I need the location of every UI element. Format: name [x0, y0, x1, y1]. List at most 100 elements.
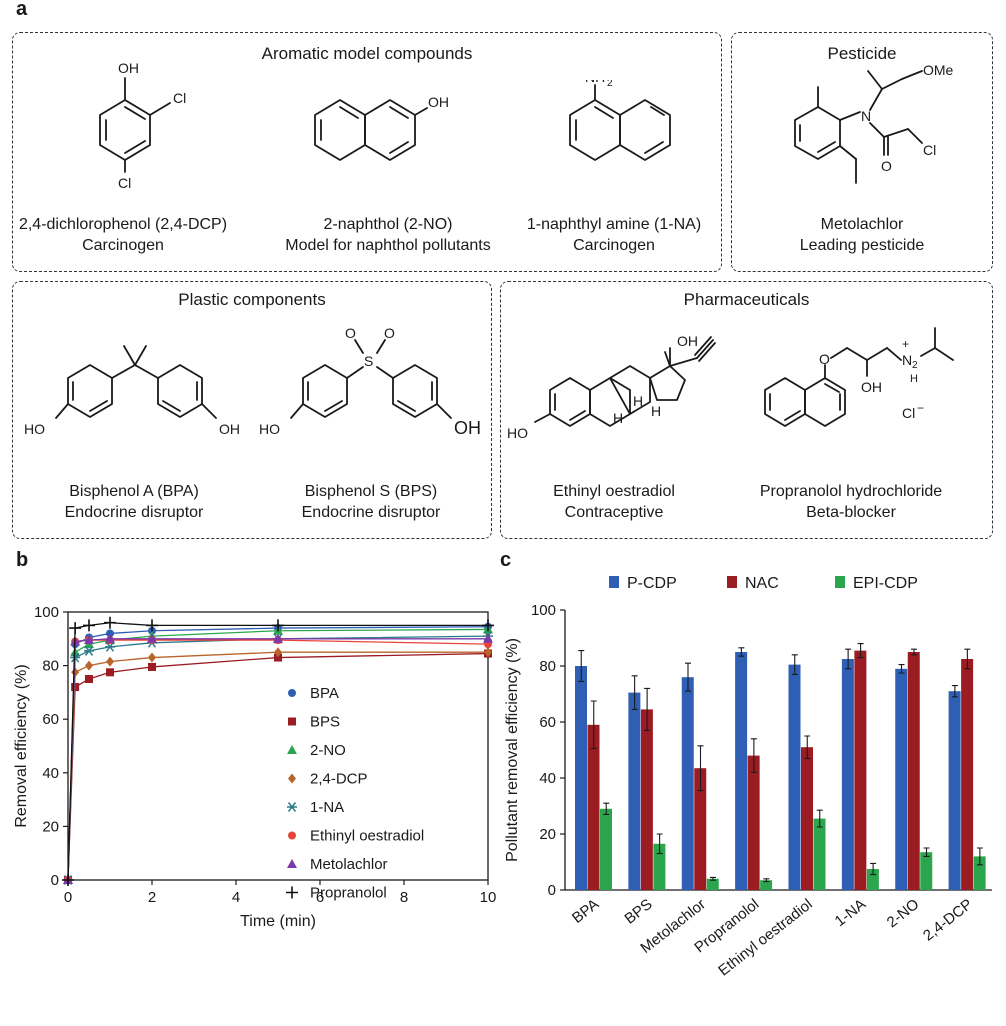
y-tick-label: 20	[42, 818, 59, 835]
compound-caption-dcp: 2,4-dichlorophenol (2,4-DCP) Carcinogen	[19, 214, 227, 256]
svg-text:N: N	[902, 352, 912, 368]
series-line	[67, 635, 489, 881]
error-bar	[923, 847, 930, 857]
dcp-structure: OH Cl Cl	[99, 60, 186, 191]
y-tick-label: 60	[539, 714, 556, 731]
bar	[854, 650, 867, 890]
compound-role: Model for naphthol pollutants	[285, 237, 491, 254]
series-line	[67, 639, 489, 881]
x-axis-label: Time (min)	[240, 913, 316, 930]
error-bar	[857, 643, 864, 659]
error-bar	[976, 847, 983, 866]
y-tick-label: 60	[42, 711, 59, 728]
legend-marker	[287, 859, 297, 868]
x-tick-label: 0	[64, 889, 72, 906]
y-tick-label: 100	[34, 604, 59, 621]
data-point	[274, 653, 282, 662]
series-line	[67, 651, 488, 881]
error-bar	[845, 648, 852, 670]
data-point	[274, 647, 282, 658]
data-point	[104, 616, 116, 629]
legend-label: Metolachlor	[310, 856, 388, 873]
svg-text:OH: OH	[219, 421, 240, 437]
bar	[735, 652, 748, 890]
svg-text:HO: HO	[507, 425, 528, 441]
data-point	[148, 662, 156, 671]
legend-marker	[287, 802, 297, 812]
svg-text:Cl: Cl	[173, 90, 186, 106]
data-point	[62, 874, 74, 886]
error-bar	[911, 648, 917, 656]
pharmaceuticals-title: Pharmaceuticals	[683, 290, 810, 309]
compound-role: Leading pesticide	[799, 237, 925, 254]
legend-item: P-CDP	[609, 575, 677, 592]
legend-swatch	[835, 576, 845, 588]
data-point	[84, 635, 94, 645]
svg-text:OH: OH	[677, 333, 698, 349]
legend-item: 2-NO	[287, 742, 346, 759]
pharmaceuticals-box: Pharmaceuticals	[500, 281, 993, 539]
legend-label: 2-NO	[310, 742, 346, 759]
error-bar	[631, 675, 638, 710]
svg-text:O: O	[819, 351, 830, 367]
legend-item: Metolachlor	[287, 856, 388, 873]
compound-role: Carcinogen	[82, 237, 164, 254]
y-tick-label: 40	[539, 770, 556, 787]
bar	[961, 659, 974, 890]
metolachlor-structure: N O OMe Cl	[794, 62, 954, 184]
compound-caption-bps: Bisphenol S (BPS) Endocrine disruptor	[302, 481, 441, 523]
bar	[813, 818, 826, 890]
svg-text:O: O	[881, 158, 892, 174]
plastic-components-box: Plastic components	[12, 281, 492, 539]
svg-text:Cl: Cl	[923, 142, 936, 158]
series-propranolol	[62, 616, 494, 886]
y-tick-label: 80	[42, 658, 59, 675]
svg-text:HO: HO	[24, 421, 45, 437]
y-axis-label: Removal efficiency (%)	[13, 664, 30, 827]
plastic-components-title: Plastic components	[178, 290, 326, 309]
error-bar	[816, 809, 823, 828]
legend-label: Ethinyl oestradiol	[310, 828, 424, 845]
series-line	[67, 638, 488, 881]
bar	[653, 843, 666, 890]
bar	[747, 755, 760, 890]
legend-item: BPS	[288, 714, 340, 731]
error-bar	[603, 802, 610, 815]
error-bar	[750, 738, 757, 773]
category-label: BPA	[569, 896, 602, 927]
svg-text:S: S	[364, 353, 373, 369]
bar	[694, 768, 707, 890]
bar	[920, 852, 933, 890]
series-metolachlor	[63, 633, 493, 884]
bar	[628, 692, 641, 890]
compound-role: Endocrine disruptor	[301, 504, 441, 521]
compound-name: 1-naphthyl amine (1-NA)	[526, 216, 702, 233]
svg-text:N: N	[861, 108, 871, 124]
svg-text:H: H	[910, 373, 918, 385]
legend-label: 1-NA	[310, 799, 344, 816]
category-label: Ethinyl oestradiol	[715, 896, 815, 980]
data-point	[273, 633, 283, 643]
bar	[948, 691, 961, 890]
legend-label: BPA	[310, 685, 339, 702]
compound-caption-propranolol: Propranolol hydrochloride Beta-blocker	[760, 481, 942, 523]
legend-label: NAC	[745, 575, 779, 592]
x-tick-label: 6	[316, 889, 324, 906]
compound-caption-metolachlor: Metolachlor Leading pesticide	[800, 214, 925, 256]
error-bar	[791, 654, 798, 675]
bar	[801, 747, 813, 890]
svg-text:Cl: Cl	[902, 405, 915, 421]
data-point	[105, 641, 115, 652]
error-bar	[685, 662, 691, 692]
pollutant-removal-bar-chart: 0 20 40 60 80 100 Pollutant removal efficiency…	[504, 575, 992, 980]
svg-text:2: 2	[912, 360, 918, 371]
error-bar	[870, 862, 877, 876]
data-point	[84, 645, 94, 656]
category-label: 2,4-DCP	[920, 896, 976, 945]
legend-marker	[288, 773, 296, 784]
legend-label: Propranolol	[310, 885, 387, 902]
propranolol-structure: O OH N 2 + H Cl −	[764, 327, 954, 427]
naphthylamine-structure: NH 2	[569, 80, 671, 161]
legend-item: 1-NA	[287, 799, 344, 816]
legend-swatch	[727, 576, 737, 588]
